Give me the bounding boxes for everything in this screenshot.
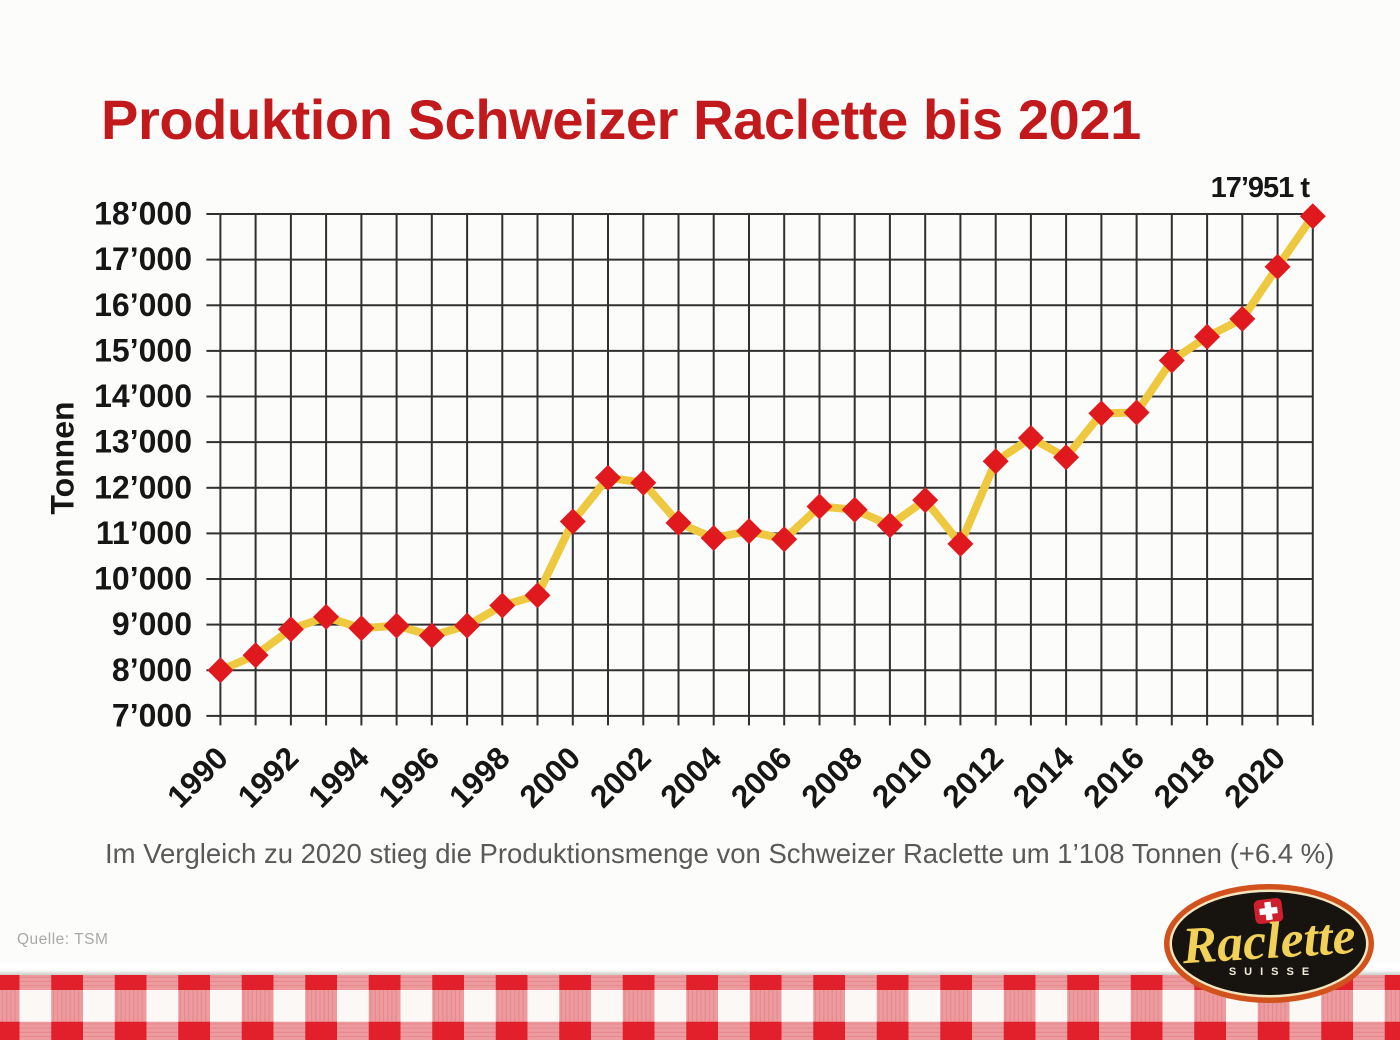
svg-text:16’000: 16’000: [94, 287, 192, 323]
svg-text:2006: 2006: [724, 739, 799, 814]
svg-text:SUISSE: SUISSE: [1229, 966, 1317, 978]
svg-text:13’000: 13’000: [94, 424, 192, 460]
svg-text:14’000: 14’000: [94, 378, 192, 414]
svg-text:17’951 t: 17’951 t: [1211, 172, 1311, 204]
svg-text:11’000: 11’000: [96, 515, 192, 551]
svg-text:2008: 2008: [794, 739, 869, 814]
svg-text:7’000: 7’000: [112, 697, 192, 733]
svg-text:Tonnen: Tonnen: [44, 401, 80, 514]
svg-text:1998: 1998: [442, 739, 517, 814]
svg-text:1990: 1990: [160, 739, 235, 814]
svg-text:17’000: 17’000: [94, 241, 192, 277]
svg-text:1996: 1996: [371, 739, 446, 814]
svg-text:2010: 2010: [865, 739, 940, 814]
svg-text:2012: 2012: [935, 739, 1010, 814]
svg-text:1992: 1992: [230, 739, 305, 814]
svg-text:Raclette: Raclette: [1180, 908, 1357, 976]
svg-text:2002: 2002: [583, 739, 658, 814]
svg-text:2016: 2016: [1076, 739, 1151, 814]
svg-text:2004: 2004: [653, 739, 728, 814]
svg-text:12’000: 12’000: [94, 469, 192, 505]
svg-text:2014: 2014: [1006, 739, 1081, 814]
svg-text:15’000: 15’000: [94, 332, 192, 368]
svg-text:1994: 1994: [301, 739, 376, 814]
svg-text:18’000: 18’000: [94, 196, 192, 232]
svg-text:8’000: 8’000: [112, 652, 192, 688]
svg-text:9’000: 9’000: [112, 606, 192, 642]
svg-text:10’000: 10’000: [94, 561, 192, 597]
svg-text:2018: 2018: [1147, 739, 1222, 814]
svg-text:2020: 2020: [1217, 739, 1292, 814]
svg-text:2000: 2000: [512, 739, 587, 814]
